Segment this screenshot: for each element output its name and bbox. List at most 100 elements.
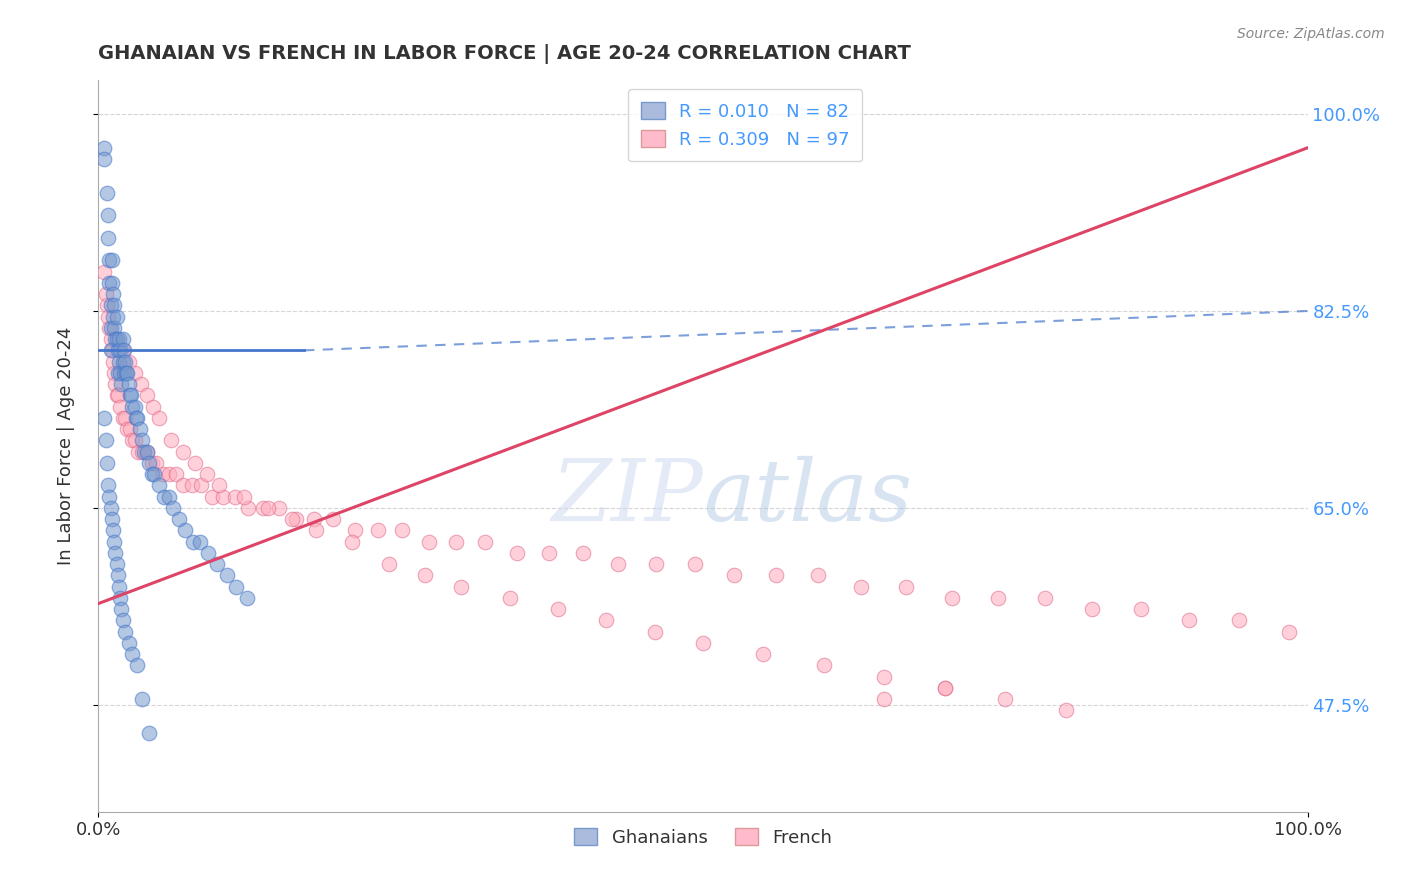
Point [683, 557, 706, 571]
Point [807, 568, 830, 582]
Point [208, 478, 231, 492]
Point [101, 310, 124, 324]
Point [1227, 614, 1250, 628]
Point [148, 478, 170, 492]
Point [135, 444, 157, 458]
Point [752, 647, 775, 661]
Point [446, 534, 468, 549]
Point [100, 253, 122, 268]
Point [125, 410, 148, 425]
Point [118, 422, 141, 436]
Point [121, 647, 143, 661]
Point [595, 614, 617, 628]
Point [117, 422, 139, 436]
Point [413, 568, 436, 582]
Point [118, 354, 141, 368]
Point [141, 456, 163, 470]
Point [195, 467, 218, 482]
Point [104, 377, 127, 392]
Text: atlas: atlas [703, 456, 912, 539]
Point [538, 546, 561, 560]
Point [108, 580, 131, 594]
Point [98, 490, 121, 504]
Point [121, 434, 143, 448]
Point [103, 298, 125, 312]
Point [108, 366, 131, 380]
Point [128, 422, 150, 436]
Y-axis label: In Labor Force | Age 20-24: In Labor Force | Age 20-24 [56, 326, 75, 566]
Point [162, 500, 184, 515]
Point [498, 591, 520, 605]
Point [391, 524, 413, 538]
Point [127, 658, 149, 673]
Point [165, 467, 187, 482]
Point [238, 500, 260, 515]
Point [94, 287, 117, 301]
Point [644, 624, 666, 639]
Point [873, 670, 896, 684]
Point [813, 658, 835, 673]
Point [105, 332, 128, 346]
Point [148, 410, 170, 425]
Point [197, 546, 219, 560]
Point [108, 354, 131, 368]
Point [152, 467, 174, 482]
Point [934, 681, 956, 695]
Point [110, 602, 132, 616]
Legend: Ghanaians, French: Ghanaians, French [567, 821, 839, 854]
Point [107, 366, 129, 380]
Point [124, 366, 146, 380]
Point [367, 524, 389, 538]
Point [118, 377, 141, 392]
Point [93, 264, 115, 278]
Point [111, 343, 134, 358]
Point [98, 276, 121, 290]
Point [129, 377, 152, 392]
Point [205, 557, 228, 571]
Point [101, 354, 124, 368]
Point [236, 591, 259, 605]
Point [377, 557, 399, 571]
Point [1054, 703, 1077, 717]
Point [96, 456, 118, 470]
Point [941, 591, 963, 605]
Point [111, 332, 134, 346]
Point [100, 276, 122, 290]
Point [141, 467, 163, 482]
Point [93, 410, 115, 425]
Point [131, 692, 153, 706]
Point [112, 343, 135, 358]
Point [232, 490, 254, 504]
Point [108, 591, 131, 605]
Point [302, 512, 325, 526]
Point [121, 400, 143, 414]
Point [212, 490, 235, 504]
Point [111, 614, 134, 628]
Point [100, 512, 122, 526]
Point [105, 310, 128, 324]
Point [322, 512, 344, 526]
Point [98, 253, 121, 268]
Point [160, 434, 183, 448]
Point [305, 524, 328, 538]
Point [108, 400, 131, 414]
Point [93, 152, 115, 166]
Point [201, 490, 224, 504]
Point [180, 478, 202, 492]
Point [215, 568, 238, 582]
Point [644, 557, 666, 571]
Point [97, 208, 120, 222]
Point [131, 444, 153, 458]
Point [112, 366, 135, 380]
Point [93, 141, 115, 155]
Point [103, 321, 125, 335]
Point [224, 490, 246, 504]
Point [169, 512, 191, 526]
Point [110, 377, 132, 392]
Point [138, 726, 160, 740]
Point [547, 602, 569, 616]
Point [135, 444, 157, 458]
Point [120, 388, 142, 402]
Point [114, 354, 136, 368]
Point [157, 490, 180, 504]
